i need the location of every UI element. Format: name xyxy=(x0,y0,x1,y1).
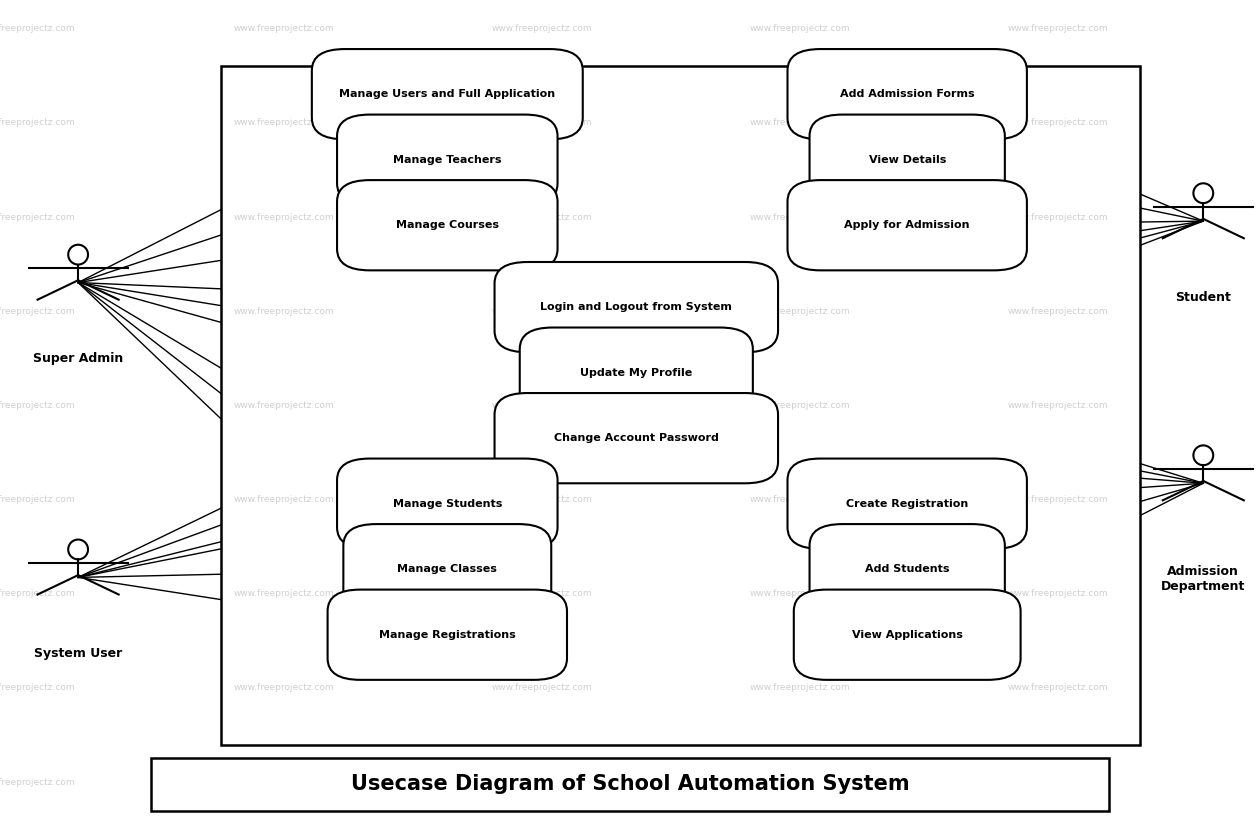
Bar xyxy=(220,66,1140,745)
Text: www.freeprojectz.com: www.freeprojectz.com xyxy=(1008,213,1109,221)
FancyBboxPatch shape xyxy=(809,524,1005,614)
Text: www.freeprojectz.com: www.freeprojectz.com xyxy=(1008,401,1109,410)
FancyBboxPatch shape xyxy=(794,590,1021,680)
Text: www.freeprojectz.com: www.freeprojectz.com xyxy=(233,401,334,410)
Text: www.freeprojectz.com: www.freeprojectz.com xyxy=(491,684,592,692)
Ellipse shape xyxy=(1193,183,1213,203)
FancyBboxPatch shape xyxy=(788,459,1027,549)
Text: www.freeprojectz.com: www.freeprojectz.com xyxy=(750,119,850,127)
Text: www.freeprojectz.com: www.freeprojectz.com xyxy=(491,119,592,127)
FancyBboxPatch shape xyxy=(328,590,567,680)
Text: www.freeprojectz.com: www.freeprojectz.com xyxy=(1008,25,1109,33)
Text: www.freeprojectz.com: www.freeprojectz.com xyxy=(233,119,334,127)
Text: www.freeprojectz.com: www.freeprojectz.com xyxy=(233,25,334,33)
FancyBboxPatch shape xyxy=(336,459,557,549)
FancyBboxPatch shape xyxy=(809,115,1005,205)
Text: Admission
Department: Admission Department xyxy=(1162,565,1245,593)
Text: Create Registration: Create Registration xyxy=(845,499,969,509)
FancyBboxPatch shape xyxy=(336,180,557,270)
FancyBboxPatch shape xyxy=(788,49,1027,139)
Ellipse shape xyxy=(68,245,88,265)
Text: Manage Registrations: Manage Registrations xyxy=(379,630,515,640)
Text: www.freeprojectz.com: www.freeprojectz.com xyxy=(0,684,76,692)
Text: www.freeprojectz.com: www.freeprojectz.com xyxy=(233,495,334,504)
FancyBboxPatch shape xyxy=(312,49,582,139)
Text: www.freeprojectz.com: www.freeprojectz.com xyxy=(1008,307,1109,315)
FancyBboxPatch shape xyxy=(336,115,557,205)
Text: www.freeprojectz.com: www.freeprojectz.com xyxy=(1008,778,1109,786)
Text: www.freeprojectz.com: www.freeprojectz.com xyxy=(233,307,334,315)
Text: Usecase Diagram of School Automation System: Usecase Diagram of School Automation Sys… xyxy=(350,774,910,794)
Ellipse shape xyxy=(1193,446,1213,465)
Text: www.freeprojectz.com: www.freeprojectz.com xyxy=(233,213,334,221)
Text: www.freeprojectz.com: www.freeprojectz.com xyxy=(750,778,850,786)
Text: www.freeprojectz.com: www.freeprojectz.com xyxy=(750,401,850,410)
Text: www.freeprojectz.com: www.freeprojectz.com xyxy=(0,307,76,315)
FancyBboxPatch shape xyxy=(788,180,1027,270)
Text: www.freeprojectz.com: www.freeprojectz.com xyxy=(233,684,334,692)
Text: www.freeprojectz.com: www.freeprojectz.com xyxy=(0,213,76,221)
Text: www.freeprojectz.com: www.freeprojectz.com xyxy=(1008,684,1109,692)
Text: Manage Teachers: Manage Teachers xyxy=(393,155,501,165)
Text: www.freeprojectz.com: www.freeprojectz.com xyxy=(491,495,592,504)
Text: System User: System User xyxy=(34,647,122,660)
Text: www.freeprojectz.com: www.freeprojectz.com xyxy=(491,307,592,315)
Text: www.freeprojectz.com: www.freeprojectz.com xyxy=(0,25,76,33)
Text: www.freeprojectz.com: www.freeprojectz.com xyxy=(491,590,592,598)
Text: www.freeprojectz.com: www.freeprojectz.com xyxy=(491,778,592,786)
Text: www.freeprojectz.com: www.freeprojectz.com xyxy=(0,495,76,504)
Text: View Applications: View Applications xyxy=(852,630,963,640)
Text: Add Students: Add Students xyxy=(864,564,950,574)
Text: www.freeprojectz.com: www.freeprojectz.com xyxy=(750,684,850,692)
Text: www.freeprojectz.com: www.freeprojectz.com xyxy=(0,401,76,410)
Text: www.freeprojectz.com: www.freeprojectz.com xyxy=(750,307,850,315)
Text: www.freeprojectz.com: www.freeprojectz.com xyxy=(233,590,334,598)
Text: Update My Profile: Update My Profile xyxy=(580,368,693,378)
Text: www.freeprojectz.com: www.freeprojectz.com xyxy=(491,25,592,33)
Text: www.freeprojectz.com: www.freeprojectz.com xyxy=(1008,119,1109,127)
FancyBboxPatch shape xyxy=(519,328,752,418)
Text: www.freeprojectz.com: www.freeprojectz.com xyxy=(750,25,850,33)
Text: Student: Student xyxy=(1176,291,1231,304)
Text: Manage Students: Manage Students xyxy=(393,499,501,509)
Text: View Details: View Details xyxy=(868,155,946,165)
Text: Manage Users and Full Application: Manage Users and Full Application xyxy=(339,89,556,99)
Text: Change Account Password: Change Account Password xyxy=(554,433,718,443)
Text: www.freeprojectz.com: www.freeprojectz.com xyxy=(1008,495,1109,504)
Text: www.freeprojectz.com: www.freeprojectz.com xyxy=(0,778,76,786)
Text: www.freeprojectz.com: www.freeprojectz.com xyxy=(233,778,334,786)
Text: www.freeprojectz.com: www.freeprojectz.com xyxy=(1008,590,1109,598)
Text: www.freeprojectz.com: www.freeprojectz.com xyxy=(491,401,592,410)
Text: www.freeprojectz.com: www.freeprojectz.com xyxy=(0,590,76,598)
FancyBboxPatch shape xyxy=(343,524,552,614)
Text: www.freeprojectz.com: www.freeprojectz.com xyxy=(750,495,850,504)
Text: Login and Logout from System: Login and Logout from System xyxy=(541,302,732,312)
Text: www.freeprojectz.com: www.freeprojectz.com xyxy=(750,590,850,598)
Text: Add Admission Forms: Add Admission Forms xyxy=(840,89,974,99)
Text: www.freeprojectz.com: www.freeprojectz.com xyxy=(750,213,850,221)
Text: Manage Courses: Manage Courses xyxy=(396,220,499,230)
Ellipse shape xyxy=(68,540,88,559)
FancyBboxPatch shape xyxy=(494,262,779,352)
Text: Apply for Admission: Apply for Admission xyxy=(844,220,970,230)
Bar xyxy=(151,758,1109,811)
Text: www.freeprojectz.com: www.freeprojectz.com xyxy=(491,213,592,221)
Text: Super Admin: Super Admin xyxy=(33,352,123,365)
FancyBboxPatch shape xyxy=(494,393,779,483)
Text: www.freeprojectz.com: www.freeprojectz.com xyxy=(0,119,76,127)
Text: Manage Classes: Manage Classes xyxy=(397,564,498,574)
